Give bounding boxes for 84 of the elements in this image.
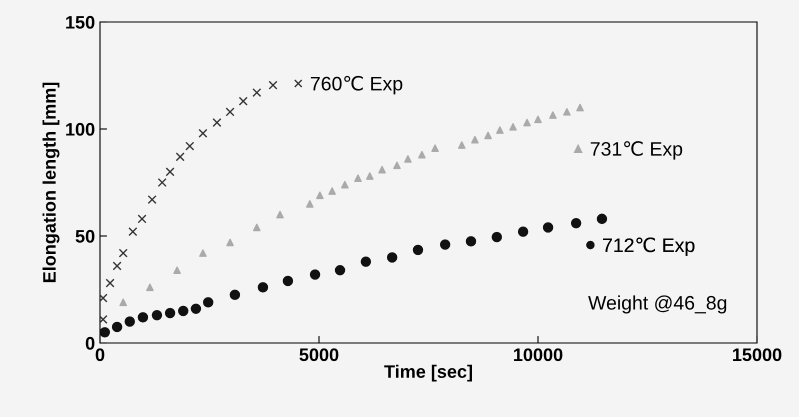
y-tick-label: 50 [76, 230, 94, 243]
point [118, 248, 128, 258]
point [496, 126, 504, 134]
point [404, 155, 412, 163]
point [484, 132, 492, 140]
point [360, 256, 372, 267]
point [570, 218, 582, 228]
point [440, 239, 450, 250]
point [148, 195, 157, 204]
point [509, 123, 517, 131]
point [146, 284, 154, 292]
point [138, 312, 148, 323]
y-axis-title: Elongation length [mm] [42, 82, 60, 282]
point [112, 322, 122, 332]
point [119, 298, 128, 306]
point [542, 222, 554, 233]
point [341, 180, 349, 188]
point [276, 210, 284, 218]
point [100, 327, 110, 338]
x-axis-title: Time [sec] [384, 364, 472, 382]
point [549, 111, 557, 119]
point [492, 232, 502, 242]
y-tick-label: 150 [66, 16, 94, 29]
point [128, 227, 138, 236]
point [166, 167, 175, 176]
point [124, 316, 135, 327]
point [596, 214, 608, 224]
legend-label: 760℃ Exp [310, 76, 402, 94]
x-tick-label: 5000 [299, 348, 338, 362]
point [576, 104, 584, 112]
point [268, 80, 278, 90]
point [534, 116, 542, 124]
point [199, 249, 207, 257]
point [253, 224, 261, 232]
point [202, 297, 214, 308]
point [418, 150, 426, 158]
y-tick-label: 100 [66, 122, 94, 136]
point [366, 172, 374, 180]
point [328, 187, 336, 195]
annotation: Weight @46_8g [588, 295, 726, 314]
point [378, 166, 386, 174]
point [282, 276, 294, 286]
point [212, 118, 222, 128]
point [458, 141, 466, 149]
point [185, 142, 194, 151]
point [178, 306, 188, 316]
legend-label: 731℃ Exp [590, 141, 682, 160]
point [412, 244, 424, 256]
point [176, 152, 185, 162]
point [523, 118, 531, 126]
point [471, 136, 479, 144]
x-tick-label: 10000 [514, 348, 562, 362]
point [158, 178, 167, 187]
point [198, 128, 208, 138]
point [173, 266, 181, 274]
point [316, 192, 324, 200]
point [334, 265, 346, 276]
x-tick-label: 0 [96, 348, 104, 362]
point [100, 294, 108, 303]
point [226, 238, 234, 246]
point [252, 88, 262, 98]
point [386, 252, 398, 263]
point [306, 200, 314, 208]
point [354, 174, 362, 182]
legend-label: 712℃ Exp [603, 237, 694, 256]
point [226, 107, 235, 116]
point [431, 144, 439, 152]
y-tick-label: 0 [86, 336, 94, 350]
point [258, 282, 268, 293]
point [518, 226, 528, 237]
point [100, 314, 108, 324]
point [138, 214, 147, 224]
point [112, 261, 122, 270]
point [106, 278, 115, 288]
point [190, 304, 202, 314]
point [466, 236, 476, 247]
point [310, 269, 320, 280]
point [238, 96, 248, 106]
point [393, 162, 401, 170]
point [164, 308, 176, 318]
point [563, 108, 571, 116]
point [230, 290, 240, 300]
point [152, 310, 162, 320]
x-tick-label: 15000 [733, 348, 782, 362]
